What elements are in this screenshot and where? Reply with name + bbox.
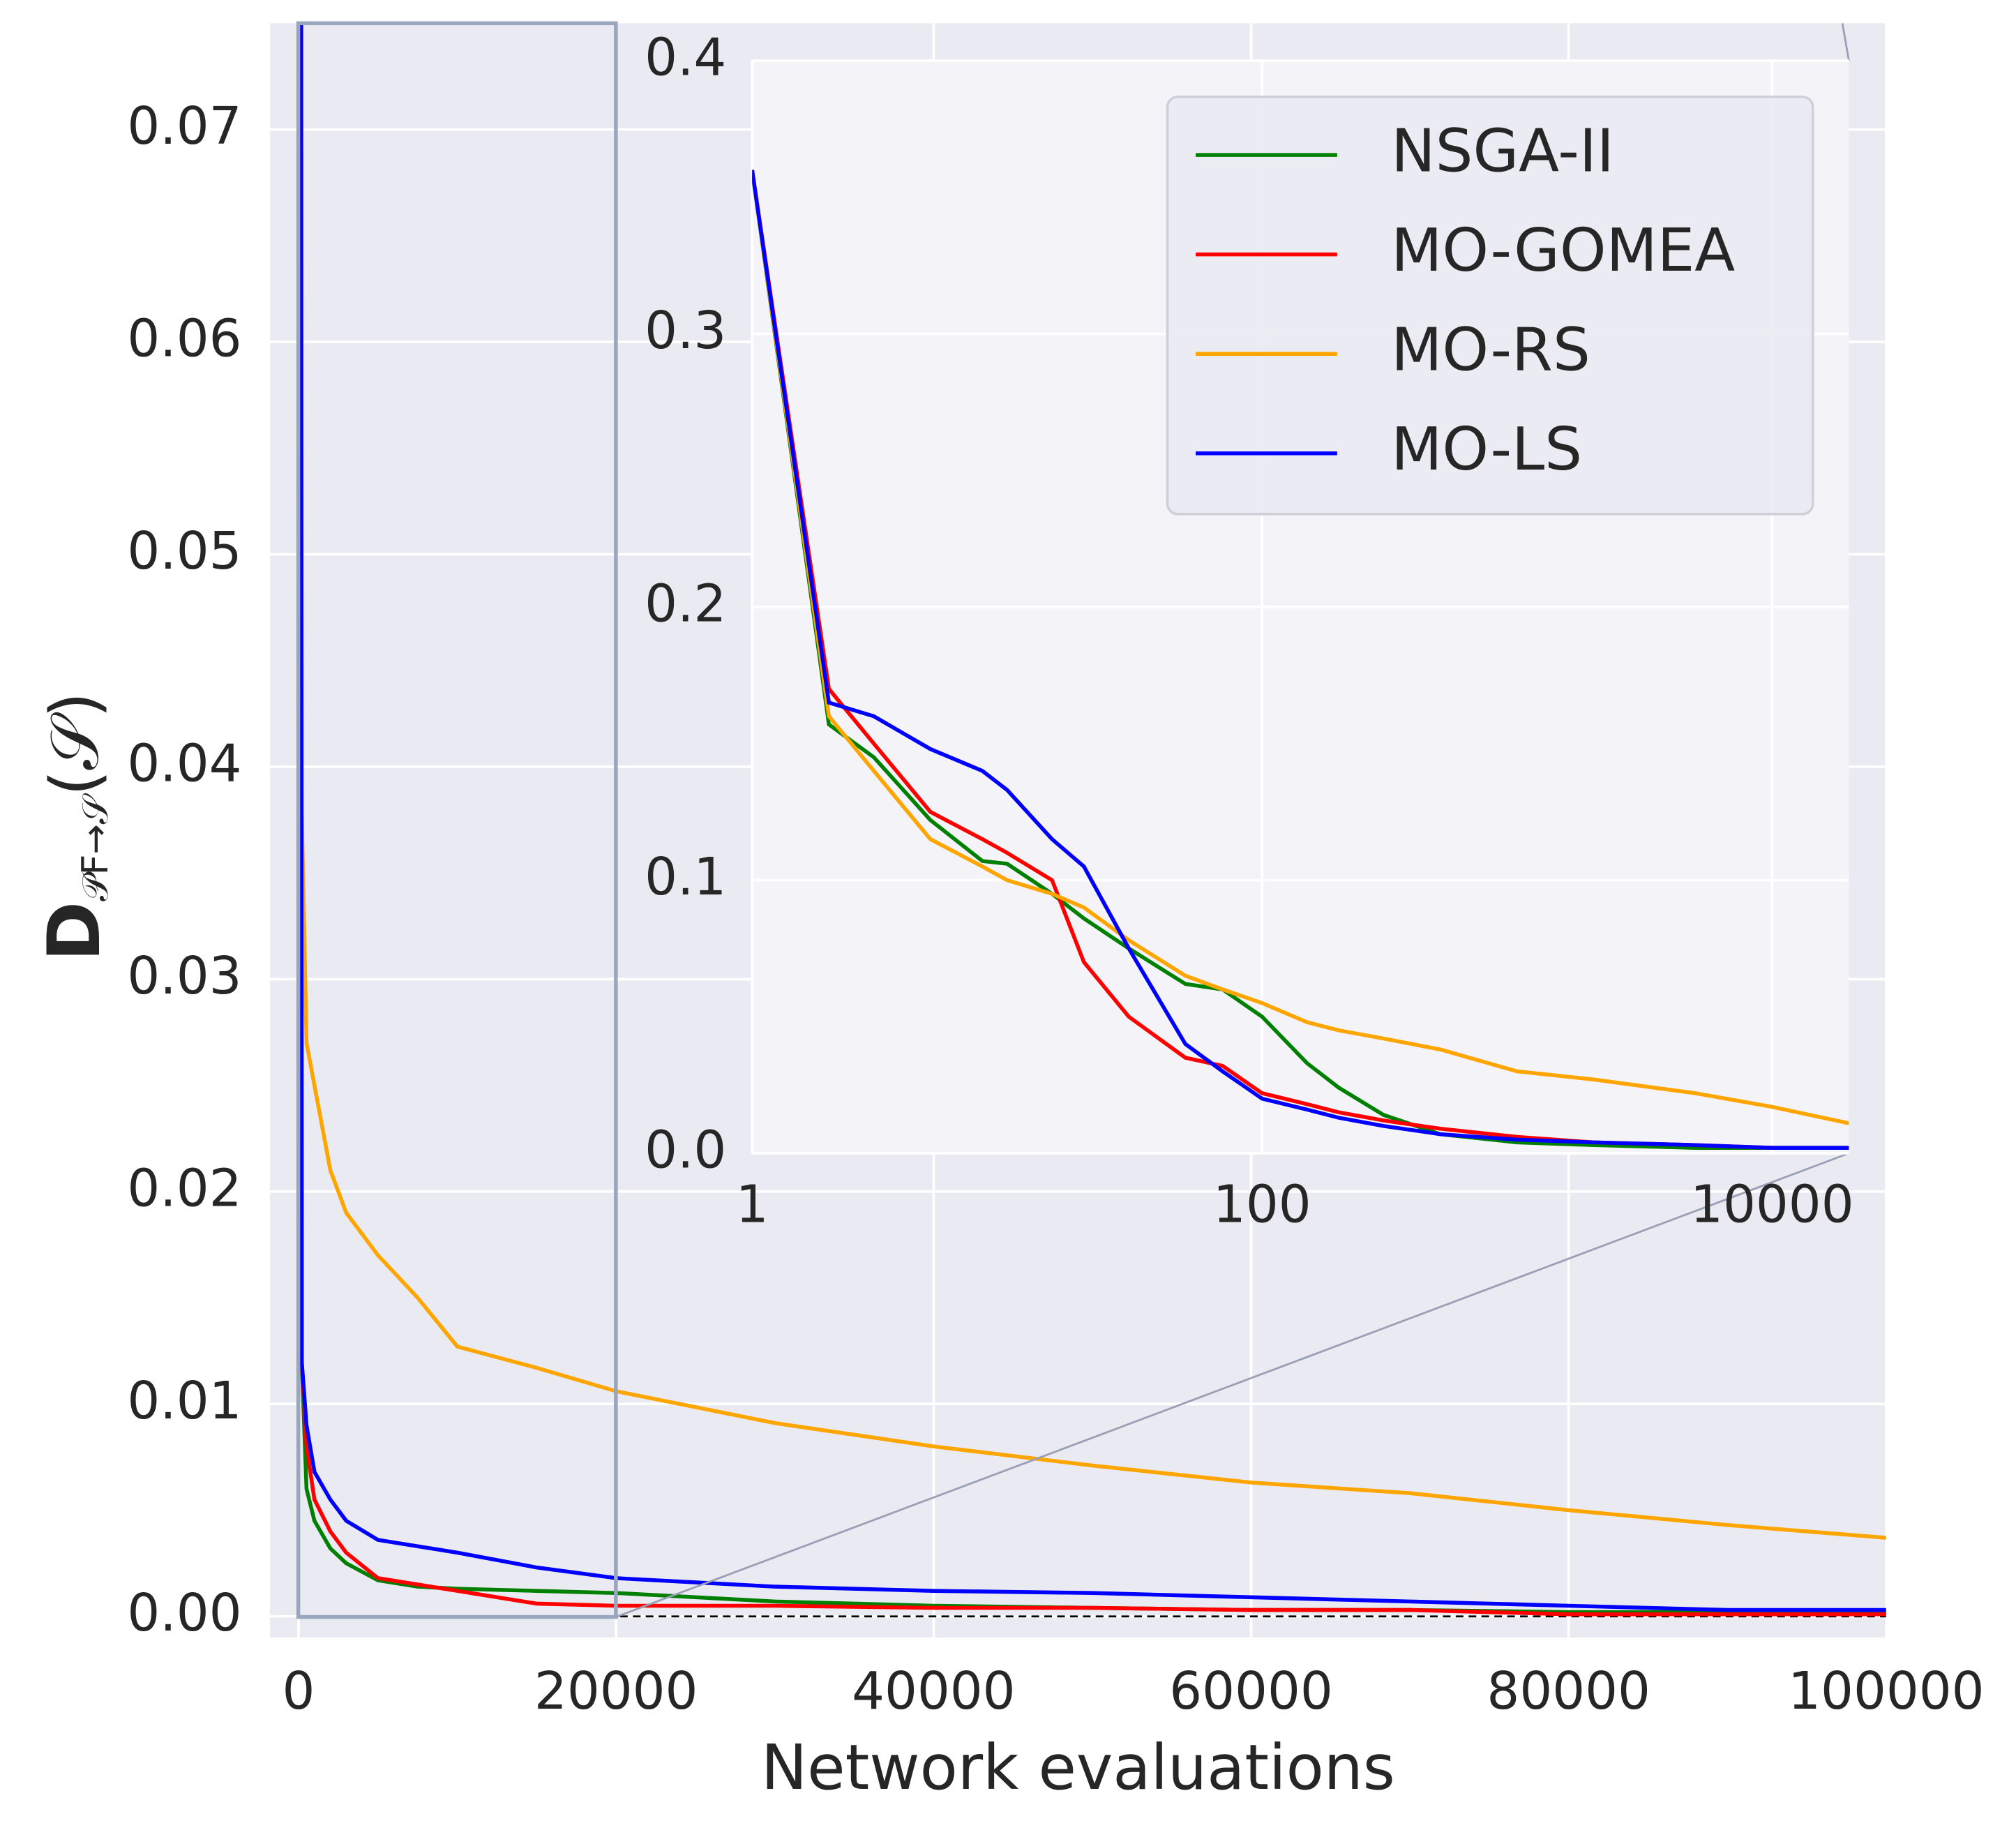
y-tick-label: 0.06 — [127, 308, 241, 368]
legend-label: MO-RS — [1391, 316, 1590, 385]
legend-label: NSGA-II — [1391, 117, 1614, 186]
x-tick-label: 10000 — [1690, 1174, 1854, 1234]
x-tick-label: 100000 — [1788, 1661, 1984, 1721]
y-tick-label: 0.04 — [127, 733, 241, 793]
x-tick-label: 80000 — [1487, 1661, 1650, 1721]
series-line — [752, 170, 1849, 1125]
y-tick-label: 0.2 — [645, 574, 726, 634]
y-tick-label: 0.05 — [127, 521, 241, 581]
y-tick-label: 0.3 — [645, 301, 726, 361]
legend-box — [1166, 95, 1814, 516]
y-tick-label: 0.00 — [127, 1583, 241, 1643]
x-tick-label: 0 — [283, 1661, 315, 1721]
series-line — [752, 170, 1849, 1150]
y-tick-label: 0.1 — [645, 847, 726, 907]
zoom-connector — [1841, 23, 1850, 61]
y-tick-label: 0.07 — [127, 96, 241, 156]
x-tick-label: 1 — [736, 1174, 769, 1234]
legend-label: MO-LS — [1391, 415, 1582, 484]
zoom-region — [296, 21, 618, 1619]
y-tick-label: 0.0 — [645, 1120, 726, 1180]
y-axis-label-sub: 𝒫F→𝒮 — [75, 793, 116, 901]
y-axis-label-main: D — [33, 901, 117, 961]
x-tick-label: 100 — [1213, 1174, 1311, 1234]
series-line — [299, 23, 1886, 1617]
series-line — [299, 23, 1886, 1540]
x-tick-label: 60000 — [1169, 1661, 1333, 1721]
y-tick-label: 0.01 — [127, 1371, 241, 1431]
y-tick-label: 0.4 — [645, 27, 726, 87]
zoom-connector — [615, 1152, 1849, 1618]
y-axis-label-suffix: (𝒮) — [36, 692, 114, 797]
y-tick-label: 0.03 — [127, 946, 241, 1006]
x-tick-label: 20000 — [534, 1661, 698, 1721]
x-tick-label: 40000 — [852, 1661, 1016, 1721]
y-axis-label: D𝒫F→𝒮(𝒮) — [33, 692, 117, 961]
series-line — [299, 23, 1886, 1612]
x-axis-label: Network evaluations — [761, 1732, 1395, 1804]
y-tick-label: 0.02 — [127, 1158, 241, 1218]
legend-label: MO-GOMEA — [1391, 216, 1735, 285]
